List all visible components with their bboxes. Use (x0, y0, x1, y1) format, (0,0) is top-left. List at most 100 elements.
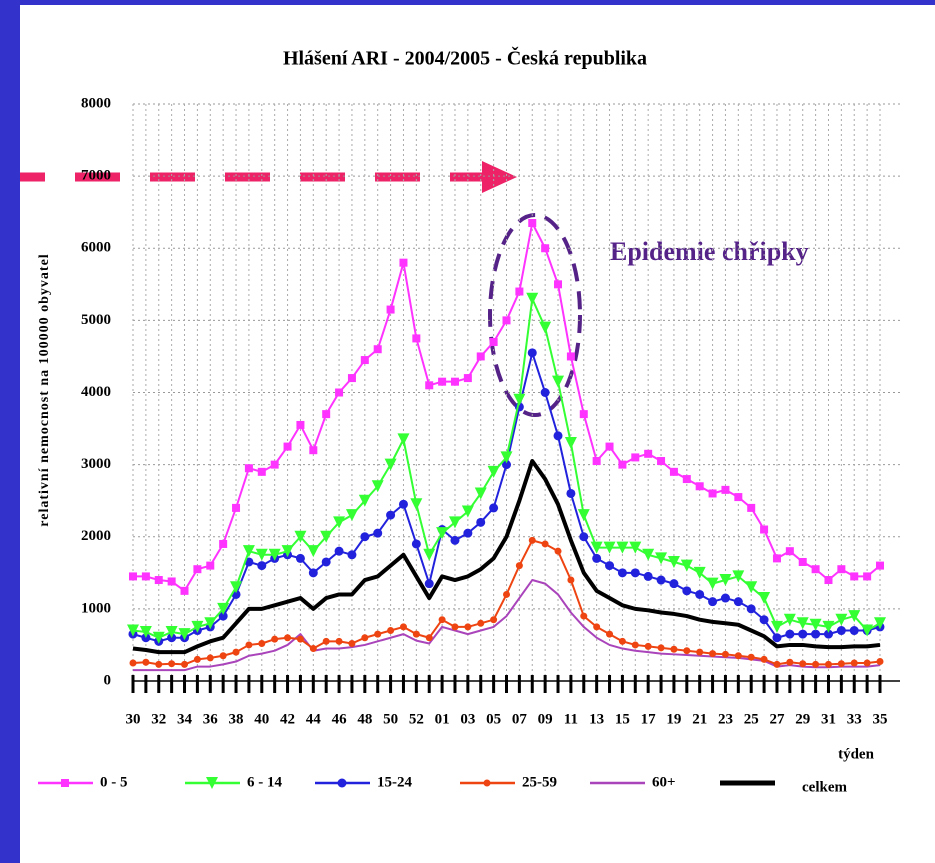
marker (489, 338, 498, 347)
marker (849, 626, 859, 636)
marker (526, 292, 539, 305)
marker (657, 644, 665, 652)
legend-label: celkem (802, 779, 847, 795)
marker (786, 658, 794, 666)
marker (373, 345, 382, 354)
marker (554, 547, 562, 555)
marker (360, 532, 370, 542)
marker (605, 561, 615, 571)
marker (696, 648, 704, 656)
marker (848, 610, 861, 623)
x-tick-label: 15 (615, 711, 630, 727)
marker (709, 650, 717, 658)
marker (321, 557, 331, 567)
marker (399, 623, 407, 631)
chart-title: Hlášení ARI - 2004/2005 - Česká republik… (283, 46, 647, 70)
marker (876, 561, 884, 570)
marker (193, 655, 201, 663)
marker (206, 561, 215, 570)
marker (590, 541, 603, 554)
marker (745, 581, 758, 594)
marker (657, 457, 666, 466)
marker (682, 586, 692, 596)
marker (540, 388, 550, 397)
x-tick-label: 27 (769, 711, 785, 727)
marker (219, 652, 227, 660)
series-line (132, 459, 881, 655)
marker (476, 517, 486, 527)
marker (835, 613, 848, 626)
marker (515, 562, 523, 570)
marker (553, 431, 563, 441)
marker (450, 535, 460, 545)
marker (720, 593, 730, 603)
y-tick-label: 5000 (81, 312, 111, 328)
marker (309, 446, 318, 455)
marker (656, 575, 666, 585)
marker (412, 334, 421, 343)
x-tick-label: 25 (744, 711, 759, 727)
legend-label: 15-24 (377, 774, 412, 790)
marker (476, 352, 485, 361)
marker (863, 659, 871, 667)
marker (178, 628, 191, 641)
marker (592, 553, 602, 563)
marker (630, 568, 640, 578)
marker (541, 540, 549, 548)
marker (593, 623, 601, 631)
marker (527, 348, 537, 358)
marker (155, 660, 163, 668)
marker (218, 611, 228, 621)
marker (642, 548, 655, 561)
marker (268, 548, 281, 561)
marker (876, 658, 884, 666)
marker (554, 280, 563, 289)
x-tick-label: 13 (589, 711, 604, 727)
marker (708, 597, 718, 607)
marker (371, 480, 384, 493)
marker (606, 630, 614, 638)
marker (217, 602, 230, 615)
marker (423, 548, 436, 561)
marker (773, 660, 781, 668)
x-tick-label: 50 (383, 711, 398, 727)
marker (384, 458, 397, 471)
x-tick-label: 34 (177, 711, 193, 727)
marker (733, 597, 743, 607)
marker (373, 528, 383, 538)
marker (515, 287, 524, 296)
marker (361, 634, 369, 642)
y-tick-label: 3000 (81, 456, 111, 472)
marker (863, 572, 872, 581)
marker (734, 493, 743, 502)
marker (167, 577, 176, 586)
legend-label: 60+ (652, 774, 676, 790)
marker (809, 618, 822, 631)
annotation: Epidemie chřipky (610, 237, 809, 266)
marker (760, 655, 768, 663)
marker (296, 635, 304, 643)
marker (861, 624, 874, 637)
x-axis-label: týden (838, 746, 874, 762)
marker (448, 516, 461, 529)
marker (386, 305, 395, 314)
marker (706, 577, 719, 590)
marker (204, 617, 217, 630)
marker (541, 244, 550, 253)
marker (603, 541, 616, 554)
marker (643, 571, 653, 581)
marker (577, 509, 590, 522)
marker (618, 637, 626, 645)
marker (425, 381, 434, 390)
marker (283, 442, 292, 451)
marker (307, 545, 320, 558)
x-tick-label: 30 (126, 711, 141, 727)
marker (592, 457, 601, 466)
marker (629, 541, 642, 554)
y-tick-label: 6000 (81, 240, 111, 256)
marker (772, 633, 782, 643)
x-tick-label: 31 (821, 711, 836, 727)
marker (850, 572, 859, 581)
marker (667, 555, 680, 568)
x-tick-label: 09 (538, 711, 553, 727)
